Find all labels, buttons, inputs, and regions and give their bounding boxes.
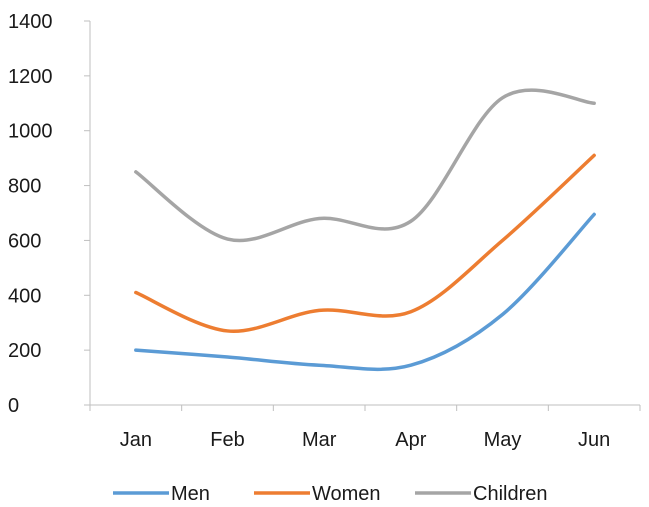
legend-item-children[interactable]: Children	[415, 483, 547, 505]
y-tick-label: 1200	[8, 66, 53, 88]
y-tick-label: 1000	[8, 121, 53, 143]
x-tick-label: Apr	[395, 429, 426, 451]
x-tick-label: Jan	[120, 429, 152, 451]
legend-item-men[interactable]: Men	[113, 483, 210, 505]
x-tick-label: Jun	[578, 429, 610, 451]
series-line-children	[134, 88, 596, 243]
y-tick-label: 600	[8, 230, 41, 252]
legend-label: Children	[473, 483, 547, 505]
x-tick-label: May	[484, 429, 522, 451]
y-tick-label: 0	[8, 395, 19, 417]
x-axis: Jan Feb Mar Apr May Jun	[89, 404, 641, 451]
legend-item-women[interactable]: Women	[254, 483, 381, 505]
y-tick-label: 1400	[8, 11, 53, 33]
series-line-men	[134, 212, 596, 372]
y-axis: 0 200 400 600 800 1000 1200 1400	[8, 11, 91, 417]
x-tick-label: Feb	[210, 429, 244, 451]
series-lines	[134, 88, 596, 372]
series-line-women	[134, 153, 596, 333]
legend: Men Women Children	[113, 483, 547, 505]
legend-label: Women	[312, 483, 381, 505]
y-tick-label: 400	[8, 285, 41, 307]
x-tick-label: Mar	[302, 429, 337, 451]
legend-label: Men	[171, 483, 210, 505]
y-tick-label: 800	[8, 176, 41, 198]
y-tick-label: 200	[8, 340, 41, 362]
